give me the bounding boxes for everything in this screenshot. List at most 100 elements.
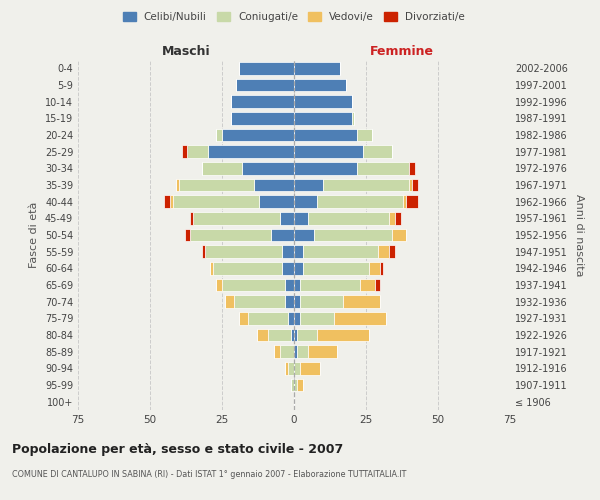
Bar (314, 229, 392, 241)
Bar (300, 362, 320, 374)
Bar (294, 379, 297, 391)
Bar (395, 212, 401, 224)
Text: Femmine: Femmine (370, 46, 434, 59)
Bar (173, 196, 259, 208)
Bar (409, 179, 412, 192)
Bar (297, 346, 308, 358)
Bar (409, 162, 415, 174)
Bar (230, 96, 294, 108)
Bar (164, 196, 170, 208)
Bar (230, 112, 294, 124)
Bar (294, 212, 308, 224)
Bar (294, 362, 300, 374)
Legend: Celibi/Nubili, Coniugati/e, Vedovi/e, Divorziati/e: Celibi/Nubili, Coniugati/e, Vedovi/e, Di… (119, 8, 469, 26)
Y-axis label: Fasce di età: Fasce di età (29, 202, 39, 268)
Bar (334, 312, 386, 324)
Bar (283, 246, 294, 258)
Bar (294, 246, 302, 258)
Bar (300, 279, 360, 291)
Bar (412, 179, 418, 192)
Bar (352, 112, 355, 124)
Bar (317, 196, 403, 208)
Bar (294, 96, 352, 108)
Bar (268, 329, 291, 341)
Bar (308, 212, 389, 224)
Bar (190, 212, 193, 224)
Bar (294, 296, 300, 308)
Y-axis label: Anni di nascita: Anni di nascita (574, 194, 584, 276)
Bar (193, 212, 280, 224)
Bar (392, 229, 406, 241)
Bar (294, 262, 302, 274)
Bar (358, 129, 372, 141)
Bar (288, 312, 294, 324)
Bar (323, 179, 409, 192)
Bar (233, 296, 286, 308)
Bar (236, 79, 294, 92)
Bar (294, 346, 297, 358)
Bar (294, 196, 317, 208)
Bar (308, 346, 337, 358)
Bar (216, 279, 222, 291)
Bar (294, 129, 358, 141)
Bar (205, 246, 283, 258)
Bar (380, 262, 383, 274)
Bar (187, 146, 208, 158)
Bar (214, 262, 283, 274)
Text: Popolazione per età, sesso e stato civile - 2007: Popolazione per età, sesso e stato civil… (12, 442, 343, 456)
Bar (288, 362, 294, 374)
Bar (286, 296, 294, 308)
Bar (170, 196, 173, 208)
Bar (257, 329, 268, 341)
Bar (182, 146, 187, 158)
Bar (294, 229, 314, 241)
Bar (202, 162, 242, 174)
Bar (343, 296, 380, 308)
Bar (363, 146, 392, 158)
Bar (294, 162, 358, 174)
Bar (190, 229, 271, 241)
Bar (374, 279, 380, 291)
Text: Maschi: Maschi (161, 46, 211, 59)
Bar (254, 179, 294, 192)
Bar (291, 329, 294, 341)
Bar (406, 196, 418, 208)
Bar (202, 246, 205, 258)
Bar (377, 246, 389, 258)
Bar (358, 162, 409, 174)
Bar (294, 279, 300, 291)
Bar (286, 362, 288, 374)
Bar (176, 179, 179, 192)
Bar (259, 196, 294, 208)
Bar (297, 379, 302, 391)
Bar (294, 62, 340, 74)
Bar (280, 346, 294, 358)
Bar (222, 129, 294, 141)
Bar (294, 146, 363, 158)
Bar (222, 279, 286, 291)
Bar (294, 112, 352, 124)
Bar (242, 162, 294, 174)
Bar (291, 379, 294, 391)
Bar (389, 246, 395, 258)
Bar (239, 62, 294, 74)
Bar (274, 346, 280, 358)
Bar (248, 312, 288, 324)
Bar (300, 312, 334, 324)
Bar (300, 296, 343, 308)
Bar (403, 196, 406, 208)
Bar (208, 146, 294, 158)
Bar (302, 262, 369, 274)
Bar (297, 329, 317, 341)
Bar (286, 279, 294, 291)
Bar (283, 262, 294, 274)
Bar (294, 329, 297, 341)
Bar (179, 179, 254, 192)
Bar (369, 262, 380, 274)
Bar (216, 129, 222, 141)
Bar (225, 296, 233, 308)
Bar (211, 262, 214, 274)
Bar (317, 329, 369, 341)
Bar (294, 179, 323, 192)
Bar (280, 212, 294, 224)
